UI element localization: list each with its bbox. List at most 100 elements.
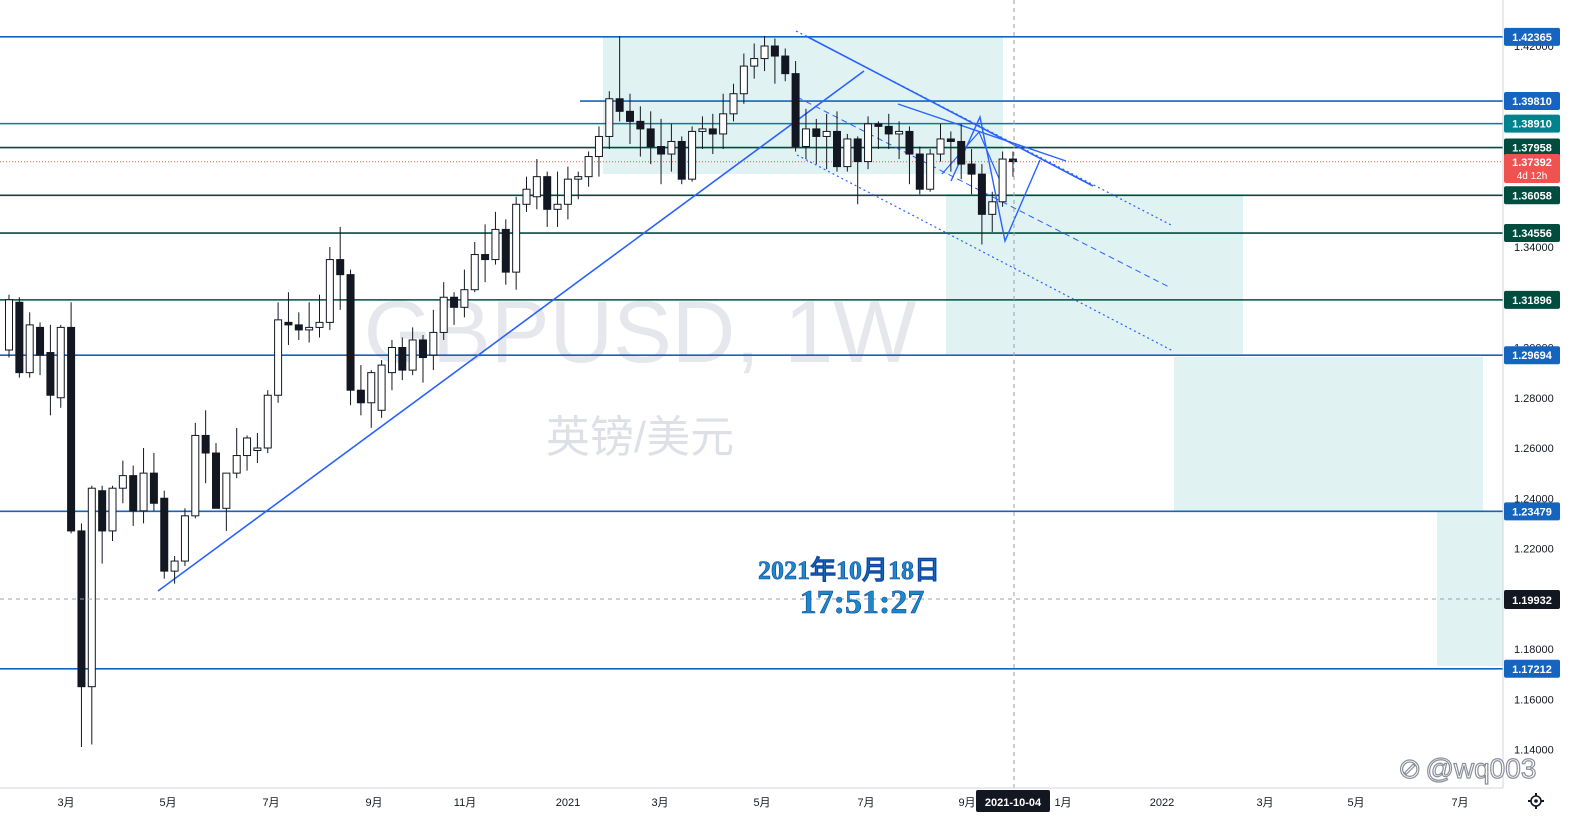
level-label-3: 1.37958 (1512, 143, 1552, 155)
price-tick-12: 1.14000 (1514, 745, 1554, 757)
candle-27 (284, 292, 293, 345)
candle-12 (129, 465, 138, 526)
candle-11 (118, 460, 127, 504)
link-icon: ⊘ (1398, 753, 1421, 784)
candle-47 (491, 211, 500, 265)
zone-box-2 (946, 194, 1243, 354)
candle-26 (274, 302, 283, 403)
time-tick-11: 2022 (1150, 797, 1174, 809)
candle-82 (853, 136, 862, 205)
time-tick-2: 7月 (262, 797, 279, 809)
candle-46 (481, 224, 490, 283)
level-label-bg-9 (1504, 659, 1560, 678)
candle-19 (201, 410, 210, 484)
candle-59 (615, 35, 624, 122)
candle-18 (191, 422, 200, 519)
time-tick-10: 1月 (1054, 797, 1071, 809)
level-label-bg-0 (1504, 27, 1560, 46)
time-tick-6: 3月 (651, 797, 668, 809)
level-label-5: 1.34556 (1512, 228, 1552, 240)
level-label-bg-3 (1504, 138, 1560, 157)
candle-40 (419, 334, 427, 383)
time-tick-5: 2021 (556, 797, 580, 809)
level-label-bg-7 (1504, 346, 1560, 365)
candle-35 (367, 370, 376, 428)
gear-icon[interactable] (1528, 793, 1544, 809)
candle-55 (574, 171, 583, 200)
level-label-bg-1 (1504, 92, 1560, 111)
user-watermark: ⊘ @wq003 (1398, 753, 1536, 784)
candle-37 (387, 339, 396, 391)
uptrend-line-1 (157, 70, 865, 592)
level-label-2: 1.38910 (1512, 119, 1552, 131)
candle-91 (946, 131, 955, 172)
price-tick-10: 1.18000 (1514, 644, 1554, 656)
candle-8 (87, 485, 96, 745)
candle-96 (998, 151, 1007, 207)
current-price-label: 1.37392 4d 12h (1504, 154, 1560, 183)
price-tick-9: 1.22000 (1514, 544, 1554, 556)
candle-92 (957, 123, 966, 180)
time-tick-12: 3月 (1256, 797, 1273, 809)
candle-66 (688, 126, 697, 182)
zone-box-4 (1437, 512, 1503, 666)
candle-83 (864, 116, 873, 170)
candle-31 (325, 247, 334, 330)
candle-88 (915, 146, 924, 195)
time-tick-3: 9月 (365, 797, 382, 809)
level-label-bg-2 (1504, 114, 1560, 133)
candle-95 (988, 191, 997, 232)
candle-7 (77, 523, 86, 747)
countdown-value: 4d 12h (1517, 171, 1548, 182)
candle-84 (874, 121, 883, 150)
candle-54 (563, 166, 572, 220)
candle-63 (657, 118, 666, 185)
level-label-0: 1.42365 (1512, 32, 1552, 44)
candle-45 (470, 241, 479, 293)
candle-44 (460, 269, 469, 318)
candle-5 (56, 324, 65, 408)
time-tick-13: 5月 (1347, 797, 1364, 809)
candle-23 (243, 435, 252, 471)
candle-21 (222, 472, 231, 531)
candle-15 (160, 490, 169, 579)
watermark-subtitle: 英镑/美元 (546, 413, 734, 462)
price-scale[interactable]: 1.420001.400001.380001.360001.340001.300… (1502, 0, 1585, 788)
time-tick-7: 5月 (753, 797, 770, 809)
time-tick-0: 3月 (57, 797, 74, 809)
candle-68 (708, 113, 717, 155)
candle-77 (801, 108, 810, 160)
candle-81 (843, 133, 852, 172)
candle-64 (667, 123, 676, 172)
time-tick-14: 7月 (1451, 797, 1468, 809)
candle-41 (429, 309, 438, 371)
candle-78 (812, 118, 821, 165)
level-label-bg-4 (1504, 186, 1560, 205)
candle-57 (594, 126, 603, 177)
crosshair-price-label: 1.19932 (1504, 590, 1560, 609)
candle-1 (15, 297, 24, 378)
candle-4 (46, 324, 55, 416)
time-scale[interactable]: 3月 5月 7月 9月 11月 2021 3月 5月 7月 9月 1月 2022 3月 5月 7月 2021… (0, 787, 1585, 824)
level-label-9: 1.17212 (1512, 664, 1552, 676)
crosshair-price-value: 1.19932 (1512, 595, 1552, 607)
candle-39 (408, 327, 417, 376)
candle-61 (636, 106, 645, 157)
trendlines (157, 30, 1174, 592)
candle-70 (729, 83, 738, 122)
candle-69 (719, 93, 728, 150)
candle-76 (791, 61, 800, 152)
channel-dotted-top (795, 30, 1174, 227)
level-label-bg-5 (1504, 224, 1560, 243)
candle-10 (108, 485, 117, 541)
candle-89 (926, 149, 935, 192)
candle-86 (895, 121, 904, 160)
candle-97 (1008, 151, 1017, 177)
candle-48 (501, 219, 510, 285)
level-label-bg-8 (1504, 502, 1560, 521)
candle-3 (36, 322, 45, 376)
candle-58 (605, 91, 614, 150)
candle-13 (139, 448, 148, 524)
crosshair-date-label: 2021-10-04 (976, 790, 1050, 812)
